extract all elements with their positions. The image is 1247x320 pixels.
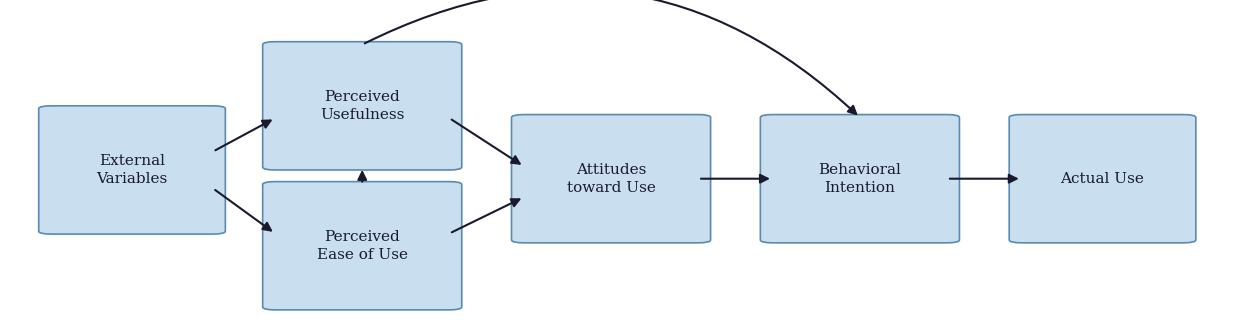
Text: Attitudes
toward Use: Attitudes toward Use bbox=[566, 163, 656, 195]
FancyBboxPatch shape bbox=[39, 106, 226, 234]
FancyBboxPatch shape bbox=[761, 115, 959, 243]
FancyBboxPatch shape bbox=[263, 182, 461, 310]
Text: Perceived
Usefulness: Perceived Usefulness bbox=[320, 90, 404, 122]
Text: Actual Use: Actual Use bbox=[1061, 172, 1145, 186]
FancyBboxPatch shape bbox=[1009, 115, 1196, 243]
FancyBboxPatch shape bbox=[511, 115, 711, 243]
Text: Perceived
Ease of Use: Perceived Ease of Use bbox=[317, 229, 408, 262]
Text: External
Variables: External Variables bbox=[96, 154, 167, 186]
FancyBboxPatch shape bbox=[263, 42, 461, 170]
Text: Behavioral
Intention: Behavioral Intention bbox=[818, 163, 902, 195]
